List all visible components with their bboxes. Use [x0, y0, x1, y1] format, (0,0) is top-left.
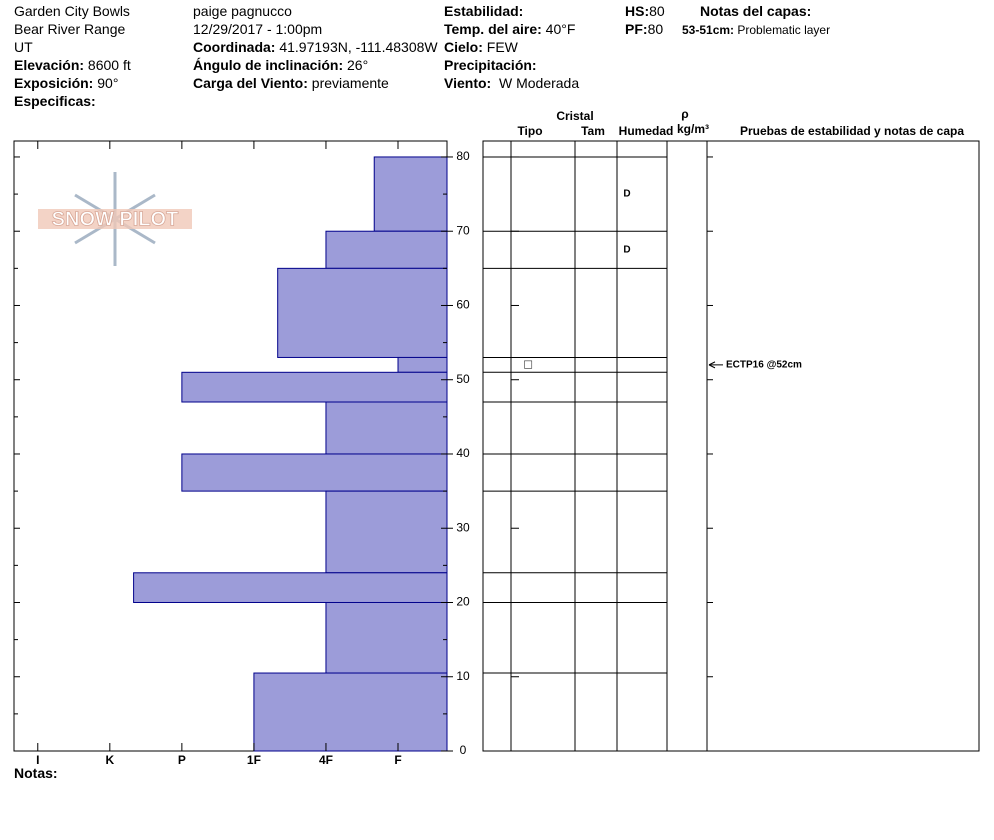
- label: Cielo:: [444, 39, 483, 55]
- y-tick-label: 80: [456, 149, 470, 163]
- value: 40°F: [545, 21, 576, 37]
- grain-form: □: [524, 356, 532, 371]
- value: 80: [649, 3, 665, 19]
- x-tick-label: P: [178, 753, 186, 767]
- air-temp: Temp. del aire: 40°F: [444, 21, 575, 37]
- incline: Ángulo de inclinación: 26°: [193, 57, 368, 73]
- value: 26°: [347, 57, 369, 73]
- y-tick-label: 50: [456, 372, 470, 386]
- label: Elevación:: [14, 57, 85, 73]
- specifics: Especificas:: [14, 93, 96, 109]
- moisture: D: [623, 244, 630, 255]
- hs: HS:80: [625, 3, 665, 19]
- hardness-bar: [253, 672, 448, 752]
- hardness-bar: [397, 356, 448, 373]
- hardness-bar: [325, 490, 448, 574]
- label: Exposición:: [14, 75, 94, 91]
- datetime: 12/29/2017 - 1:00pm: [193, 21, 323, 37]
- label: Viento:: [444, 75, 492, 91]
- hardness-bar: [277, 267, 448, 358]
- x-tick-label: K: [105, 753, 114, 767]
- table-header: Tipo: [517, 124, 542, 138]
- y-tick-label: 70: [456, 223, 470, 237]
- label: Notas del capas:: [700, 3, 812, 19]
- hardness-bar: [181, 453, 448, 492]
- hardness-bar: [181, 371, 448, 403]
- y-tick-label: 10: [456, 669, 470, 683]
- x-tick-label: 1F: [247, 753, 261, 767]
- value: W Moderada: [498, 75, 580, 91]
- label: Ángulo de inclinación:: [193, 57, 344, 73]
- y-tick-label: 60: [456, 298, 470, 312]
- logo-band: [38, 209, 192, 229]
- label: Precipitación:: [444, 57, 537, 73]
- notes: Notas:: [14, 765, 58, 781]
- y-tick-label: 0: [460, 743, 467, 757]
- layer-notes: Notas del capas:: [700, 3, 811, 19]
- observer: paige pagnucco: [193, 3, 292, 19]
- x-tick-label: 4F: [319, 753, 333, 767]
- label: Estabilidad:: [444, 3, 524, 19]
- table-header: Pruebas de estabilidad y notas de capa: [740, 124, 964, 138]
- table-header: Humedad: [619, 124, 674, 138]
- range: Bear River Range: [14, 21, 126, 37]
- location: Garden City Bowls: [14, 3, 130, 19]
- pf: PF:80: [625, 21, 663, 37]
- value: 80: [647, 21, 664, 37]
- table-frame: [482, 140, 980, 752]
- logo-text: SNOW PILOT: [52, 208, 179, 230]
- y-tick-label: 40: [456, 446, 470, 460]
- value: previamente: [311, 75, 389, 91]
- x-tick-label: F: [394, 753, 401, 767]
- precip: Precipitación:: [444, 57, 537, 73]
- hardness-bar: [373, 156, 448, 232]
- test-label: ECTP16 @52cm: [726, 360, 802, 371]
- wind: Viento: W Moderada: [444, 75, 579, 91]
- label: Notas:: [14, 765, 58, 781]
- y-tick-label: 30: [456, 520, 470, 534]
- value: 8600 ft: [87, 57, 131, 73]
- range: 53-51cm:: [682, 23, 735, 37]
- wind-load: Carga del Viento: previamente: [193, 75, 389, 91]
- label: Especificas:: [14, 93, 96, 109]
- label: Coordinada:: [193, 39, 276, 55]
- value: 41.97193N, -111.48308W: [279, 39, 438, 55]
- hardness-bar: [325, 401, 448, 455]
- state: UT: [14, 39, 33, 55]
- note: Problematic layer: [737, 23, 831, 37]
- label: HS:: [625, 3, 650, 19]
- table-header: Tam: [581, 124, 605, 138]
- coord: Coordinada: 41.97193N, -111.48308W: [193, 39, 438, 55]
- layer-note: 53-51cm: Problematic layer: [682, 23, 830, 37]
- label: Temp. del aire:: [444, 21, 542, 37]
- test-arrowhead: [708, 361, 716, 369]
- hardness-bar: [325, 230, 448, 269]
- hardness-bar: [133, 572, 448, 603]
- table-header: Cristal: [556, 109, 593, 123]
- label: PF:: [625, 21, 648, 37]
- x-tick-label: I: [36, 753, 39, 767]
- table-header: ρ: [681, 107, 688, 121]
- sky: Cielo: FEW: [444, 39, 518, 55]
- stability: Estabilidad:: [444, 3, 523, 19]
- y-tick-label: 20: [456, 595, 470, 609]
- value: 90°: [97, 75, 119, 91]
- table-header: kg/m³: [677, 122, 709, 136]
- value: FEW: [486, 39, 518, 55]
- hardness-bar: [325, 601, 448, 674]
- moisture: D: [623, 189, 630, 200]
- label: Carga del Viento:: [193, 75, 308, 91]
- elevation: Elevación: 8600 ft: [14, 57, 131, 73]
- aspect: Exposición: 90°: [14, 75, 118, 91]
